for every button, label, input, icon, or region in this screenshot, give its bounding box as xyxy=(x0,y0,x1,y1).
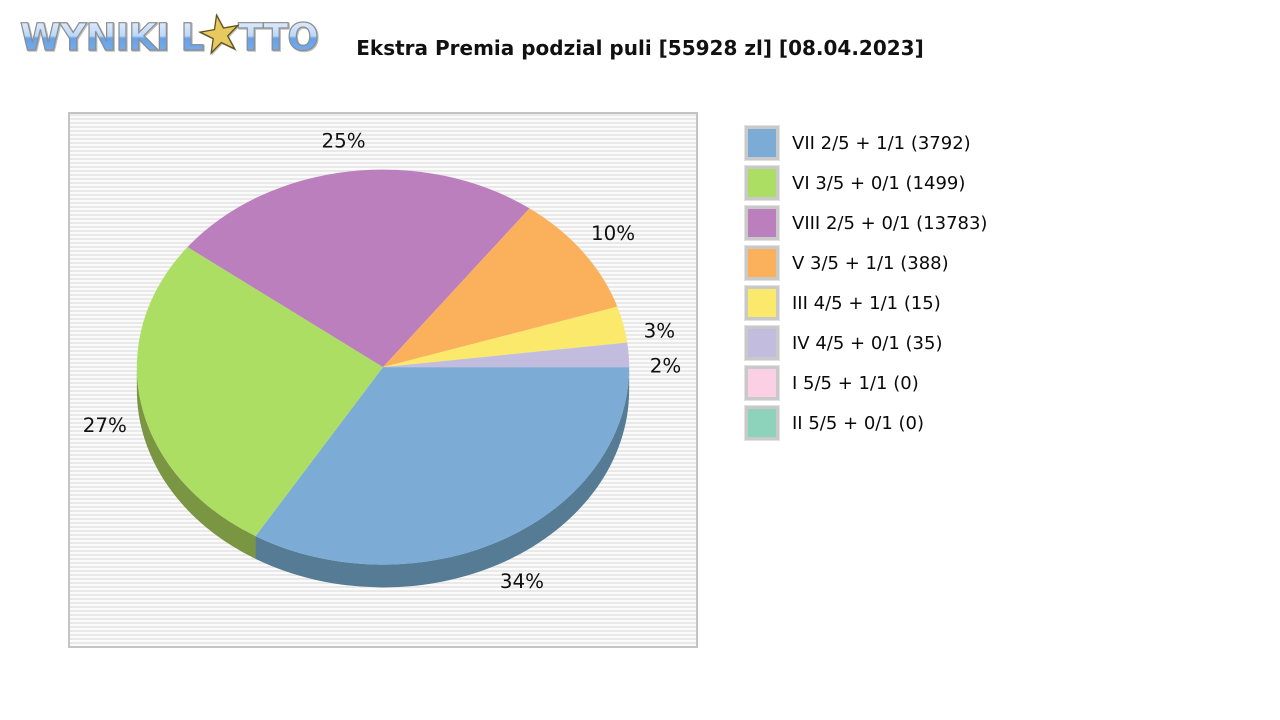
legend-label: I 5/5 + 1/1 (0) xyxy=(792,372,919,394)
legend-item: IV 4/5 + 0/1 (35) xyxy=(745,326,987,360)
pie-slice-VII xyxy=(255,367,630,565)
legend-swatch-icon xyxy=(745,286,779,320)
logo[interactable]: WYNIKI L ★ TTO xyxy=(19,1,319,67)
legend-item: VIII 2/5 + 0/1 (13783) xyxy=(745,206,987,240)
legend-item: V 3/5 + 1/1 (388) xyxy=(745,246,987,280)
page-title: Ekstra Premia podzial puli [55928 zl] [0… xyxy=(356,36,924,60)
logo-text-wyniki-l: WYNIKI L xyxy=(19,15,204,59)
logo-text-tto: TTO xyxy=(237,15,319,59)
pie-percent-label: 3% xyxy=(644,319,675,342)
legend-swatch-icon xyxy=(745,126,779,160)
legend-label: V 3/5 + 1/1 (388) xyxy=(792,252,949,274)
legend-swatch-icon xyxy=(745,326,779,360)
legend-label: VI 3/5 + 0/1 (1499) xyxy=(792,172,966,194)
legend-swatch-icon xyxy=(745,166,779,200)
pie-slice-VIII xyxy=(187,169,530,368)
legend-label: IV 4/5 + 0/1 (35) xyxy=(792,332,943,354)
legend-item: VII 2/5 + 1/1 (3792) xyxy=(745,126,987,160)
legend-swatch-icon xyxy=(745,206,779,240)
legend-item: VI 3/5 + 0/1 (1499) xyxy=(745,166,987,200)
legend-label: III 4/5 + 1/1 (15) xyxy=(792,292,941,314)
pie-slice-VI xyxy=(136,247,383,537)
legend-item: III 4/5 + 1/1 (15) xyxy=(745,286,987,320)
pie-percent-label: 27% xyxy=(83,414,127,437)
pie-percent-label: 10% xyxy=(591,222,635,245)
pie-percent-label: 34% xyxy=(500,570,544,593)
legend-swatch-icon xyxy=(745,406,779,440)
pie-slice-depth-VI xyxy=(136,367,256,559)
pie-slice-V xyxy=(383,208,618,368)
pie-slice-IV xyxy=(383,342,630,368)
legend-item: II 5/5 + 0/1 (0) xyxy=(745,406,987,440)
legend-label: VII 2/5 + 1/1 (3792) xyxy=(792,132,971,154)
legend-swatch-icon xyxy=(745,366,779,400)
legend-label: II 5/5 + 0/1 (0) xyxy=(792,412,925,434)
legend-label: VIII 2/5 + 0/1 (13783) xyxy=(792,212,988,234)
pie-chart-panel: 34% 27% 25% 10% 3% 2% xyxy=(68,112,698,648)
legend-item: I 5/5 + 1/1 (0) xyxy=(745,366,987,400)
legend-swatch-icon xyxy=(745,246,779,280)
pie-chart-svg: 34% 27% 25% 10% 3% 2% xyxy=(83,130,681,593)
pie-percent-label: 25% xyxy=(321,130,365,153)
pie-slice-III xyxy=(383,306,628,368)
pie-percent-label: 2% xyxy=(650,354,681,377)
legend: VII 2/5 + 1/1 (3792) VI 3/5 + 0/1 (1499) V… xyxy=(745,126,987,446)
pie-slice-depth-VII xyxy=(255,367,630,588)
